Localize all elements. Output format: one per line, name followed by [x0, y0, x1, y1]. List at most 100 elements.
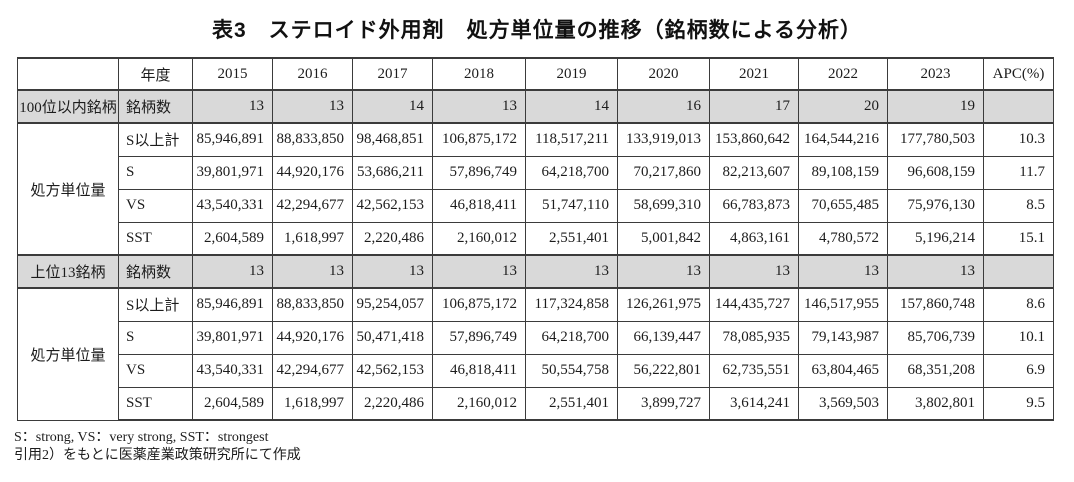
- value-cell: 153,860,642: [709, 122, 799, 157]
- value-cell: 106,875,172: [432, 122, 526, 157]
- value-cell: 2,604,589: [192, 221, 273, 256]
- value-cell: 2,551,401: [525, 221, 618, 256]
- value-cell: 62,735,551: [709, 353, 799, 388]
- footnotes: S：strong, VS：very strong, SST：strongest …: [14, 429, 1074, 465]
- data-row-s-top100: S 39,801,971 44,920,176 53,686,211 57,89…: [18, 155, 1054, 190]
- row-label-cell: 銘柄数: [118, 89, 193, 124]
- group-label-cell: 上位13銘柄: [17, 254, 119, 289]
- count-cell: 13: [617, 254, 710, 289]
- value-cell: 146,517,955: [798, 287, 888, 322]
- column-header-2015: 2015: [192, 57, 273, 91]
- value-cell: 66,783,873: [709, 188, 799, 223]
- value-cell: 2,604,589: [192, 386, 273, 421]
- value-cell: 43,540,331: [192, 188, 273, 223]
- count-cell: 13: [192, 89, 273, 124]
- value-cell: 56,222,801: [617, 353, 710, 388]
- count-cell: 17: [709, 89, 799, 124]
- apc-value-cell: 10.1: [983, 320, 1054, 355]
- value-cell: 57,896,749: [432, 155, 526, 190]
- value-cell: 98,468,851: [352, 122, 433, 157]
- value-cell: 42,294,677: [272, 353, 353, 388]
- column-header-2020: 2020: [617, 57, 710, 91]
- group-label-cell: 100位以内銘柄: [17, 89, 119, 124]
- row-label-cell: VS: [118, 188, 193, 223]
- value-cell: 5,001,842: [617, 221, 710, 256]
- count-cell: 16: [617, 89, 710, 124]
- data-row-vs-top13: VS 43,540,331 42,294,677 42,562,153 46,8…: [18, 353, 1054, 388]
- value-cell: 70,655,485: [798, 188, 888, 223]
- value-cell: 3,614,241: [709, 386, 799, 421]
- value-cell: 64,218,700: [525, 320, 618, 355]
- row-label-cell: S以上計: [118, 287, 193, 322]
- value-cell: 2,220,486: [352, 221, 433, 256]
- count-cell: 13: [272, 89, 353, 124]
- value-cell: 126,261,975: [617, 287, 710, 322]
- column-header-2022: 2022: [798, 57, 888, 91]
- count-cell: 13: [525, 254, 618, 289]
- value-cell: 164,544,216: [798, 122, 888, 157]
- value-cell: 50,471,418: [352, 320, 433, 355]
- value-cell: 58,699,310: [617, 188, 710, 223]
- apc-value-cell: 15.1: [983, 221, 1054, 256]
- value-cell: 2,220,486: [352, 386, 433, 421]
- value-cell: 1,618,997: [272, 386, 353, 421]
- table-title: 表3 ステロイド外用剤 処方単位量の推移（銘柄数による分析）: [211, 19, 863, 42]
- brand-count-row-top13: 上位13銘柄 銘柄数 13 13 13 13 13 13 13 13 13: [17, 254, 1054, 289]
- count-cell: 19: [887, 89, 984, 124]
- section-label-cell: 処方単位量: [17, 287, 119, 421]
- value-cell: 117,324,858: [525, 287, 618, 322]
- value-cell: 46,818,411: [432, 353, 526, 388]
- column-header-2018: 2018: [432, 57, 526, 91]
- apc-value-cell: 8.6: [983, 287, 1054, 322]
- value-cell: 43,540,331: [192, 353, 273, 388]
- year-row-label-cell: 年度: [118, 57, 193, 91]
- value-cell: 75,976,130: [887, 188, 984, 223]
- value-cell: 39,801,971: [192, 155, 273, 190]
- apc-value-cell: 9.5: [983, 386, 1054, 421]
- column-header-2016: 2016: [272, 57, 353, 91]
- value-cell: 95,254,057: [352, 287, 433, 322]
- apc-value-cell: 8.5: [983, 188, 1054, 223]
- value-cell: 144,435,727: [709, 287, 799, 322]
- data-row-sst-top13: SST 2,604,589 1,618,997 2,220,486 2,160,…: [18, 386, 1054, 421]
- value-cell: 3,899,727: [617, 386, 710, 421]
- row-label-cell: SST: [118, 221, 193, 256]
- value-cell: 4,780,572: [798, 221, 888, 256]
- value-cell: 88,833,850: [272, 287, 353, 322]
- row-label-cell: VS: [118, 353, 193, 388]
- value-cell: 4,863,161: [709, 221, 799, 256]
- count-cell: 13: [709, 254, 799, 289]
- section-label-cell: 処方単位量: [17, 122, 119, 256]
- footnote-abbreviations: S：strong, VS：very strong, SST：strongest: [14, 430, 269, 445]
- data-row-sst-top100: SST 2,604,589 1,618,997 2,220,486 2,160,…: [18, 221, 1054, 256]
- value-cell: 64,218,700: [525, 155, 618, 190]
- value-cell: 2,160,012: [432, 221, 526, 256]
- apc-value-cell: [983, 254, 1054, 289]
- corner-cell: [17, 57, 119, 91]
- value-cell: 133,919,013: [617, 122, 710, 157]
- value-cell: 78,085,935: [709, 320, 799, 355]
- count-cell: 13: [798, 254, 888, 289]
- count-cell: 20: [798, 89, 888, 124]
- row-label-cell: S: [118, 155, 193, 190]
- value-cell: 89,108,159: [798, 155, 888, 190]
- count-cell: 13: [432, 89, 526, 124]
- value-cell: 79,143,987: [798, 320, 888, 355]
- value-cell: 106,875,172: [432, 287, 526, 322]
- value-cell: 44,920,176: [272, 320, 353, 355]
- value-cell: 85,946,891: [192, 287, 273, 322]
- apc-value-cell: 11.7: [983, 155, 1054, 190]
- value-cell: 2,160,012: [432, 386, 526, 421]
- row-label-cell: S以上計: [118, 122, 193, 157]
- apc-header-cell: APC(%): [983, 57, 1054, 91]
- count-cell: 13: [352, 254, 433, 289]
- value-cell: 42,294,677: [272, 188, 353, 223]
- value-cell: 70,217,860: [617, 155, 710, 190]
- value-cell: 53,686,211: [352, 155, 433, 190]
- value-cell: 63,804,465: [798, 353, 888, 388]
- value-cell: 51,747,110: [525, 188, 618, 223]
- value-cell: 82,213,607: [709, 155, 799, 190]
- value-cell: 46,818,411: [432, 188, 526, 223]
- value-cell: 88,833,850: [272, 122, 353, 157]
